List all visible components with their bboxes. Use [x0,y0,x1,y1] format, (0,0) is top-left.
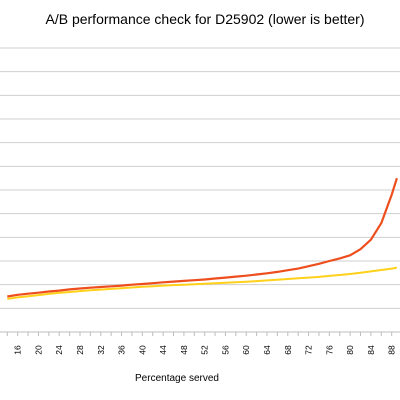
x-tick-label: 36 [117,345,127,355]
x-tick-label: 52 [200,345,210,355]
x-axis-label: Percentage served [135,373,219,384]
x-tick-label: 60 [241,345,251,355]
x-tick-label: 72 [304,345,314,355]
x-tick-label: 24 [54,345,64,355]
x-tick-label: 32 [96,345,106,355]
x-tick-label: 84 [366,345,376,355]
x-tick-label: 64 [262,345,272,355]
x-tick-label: 44 [158,345,168,355]
series-line-1 [7,177,398,298]
x-tick-label: 56 [220,345,230,355]
x-tick-label: 48 [179,345,189,355]
grid-lines [0,47,400,333]
x-axis: 16 20 24 28 32 36 40 44 48 52 56 60 64 68 72 76 80 84 88 [6,332,397,355]
series-group [7,177,398,300]
x-tick-label: 68 [283,345,293,355]
x-tick-label: 76 [324,345,334,355]
x-tick-label: 88 [387,345,397,355]
x-tick-label: 40 [137,345,147,355]
series-line-2 [7,266,398,300]
chart-title: A/B performance check for D25902 (lower … [45,11,364,27]
x-tick-label: 80 [345,345,355,355]
x-tick-label: 16 [13,345,23,355]
x-tick-label: 20 [33,345,43,355]
x-tick-label: 28 [75,345,85,355]
